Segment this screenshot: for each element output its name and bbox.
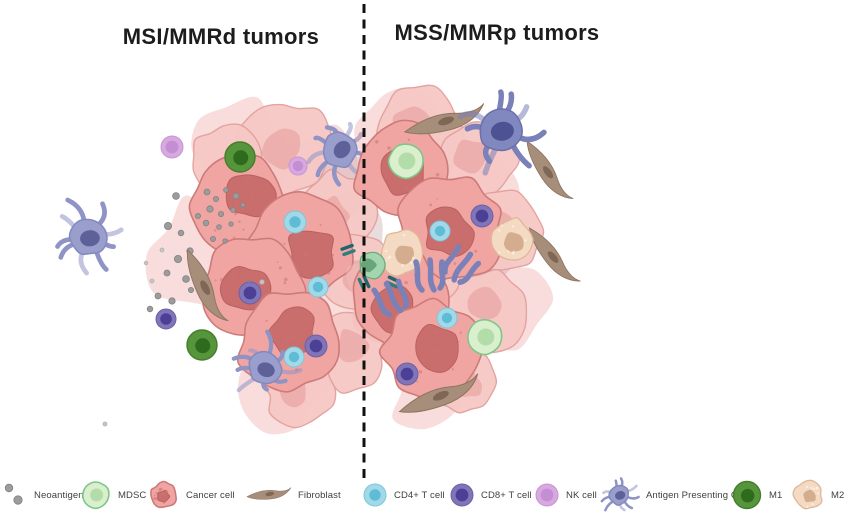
cd8-t-cell (304, 334, 328, 358)
neoantigen-dot (188, 287, 194, 293)
legend-label-cd8-t-cell: CD8+ T cell (481, 489, 532, 501)
neoantigen-dot (172, 192, 180, 200)
m2-macrophage (490, 217, 534, 261)
fibroblast (528, 227, 581, 282)
cancer-cell-icon (150, 480, 178, 509)
inhibitory-receptor (340, 243, 356, 257)
neoantigen-dot (182, 275, 190, 283)
m2-macrophage-icon (792, 479, 823, 510)
msi-panel-title: MSI/MMRd tumors (122, 24, 320, 49)
neoantigen-dot (259, 279, 265, 285)
legend-label-antigen-presenting-cell: Antigen Presenting Cell (646, 489, 748, 501)
cd4-t-cell (429, 220, 451, 242)
neoantigen-dot (143, 260, 149, 266)
neoantigen-dot (230, 207, 236, 213)
cd8-t-cell (395, 362, 419, 386)
legend-item-m1: M1 (731, 476, 782, 514)
neoantigen-dot (174, 255, 182, 263)
fibroblast (186, 248, 229, 322)
apc-dendrites (442, 244, 482, 285)
legend-label-cd4-t-cell: CD4+ T cell (394, 489, 445, 501)
cd8-t-cell (238, 281, 262, 305)
m1-macrophage-icon (732, 480, 762, 510)
neoantigen-dot (195, 213, 201, 219)
legend-item-cd4-t-cell: CD4+ T cell (362, 476, 445, 514)
cd4-t-cell-icon (363, 483, 387, 507)
nk-cell-icon (535, 483, 559, 507)
neoantigen-dot (222, 238, 228, 244)
cd8-t-cell (470, 204, 494, 228)
fibroblast (526, 140, 574, 199)
neoantigen-dot (213, 196, 219, 202)
legend-item-fibroblast: Fibroblast (246, 476, 341, 514)
neoantigen-dot (216, 224, 222, 230)
neoantigen-dot (206, 205, 214, 213)
neoantigen-dot (210, 236, 216, 242)
cd4-t-cell (283, 346, 305, 368)
neoantigen-dot (102, 421, 108, 427)
mss-panel-title: MSS/MMRp tumors (394, 20, 600, 45)
m1-macrophage (186, 329, 218, 361)
legend-item-antigen-presenting-cell: Antigen Presenting Cell (598, 476, 748, 514)
m2-macrophage (380, 228, 424, 277)
neoantigen-dot (223, 187, 229, 193)
cd8-t-cell (155, 308, 177, 330)
m1-macrophage (224, 141, 256, 173)
neoantigen-dot (159, 247, 165, 253)
legend-label-neoantigen: Neoantigen (34, 489, 84, 501)
neoantigen-dot (164, 222, 172, 230)
legend-item-m2: M2 (791, 476, 844, 514)
apc-dendrites (413, 257, 446, 293)
legend-label-m1: M1 (769, 489, 783, 501)
nk-cell (288, 156, 308, 176)
cd4-t-cell (307, 276, 329, 298)
neoantigen-dot (218, 211, 224, 217)
mdsc-cell (387, 143, 424, 180)
legend-item-nk-cell: NK cell (534, 476, 597, 514)
mss-tumor-panel (340, 84, 581, 430)
neoantigen-dot (163, 269, 171, 277)
legend-label-cancer-cell: Cancer cell (186, 489, 235, 501)
cd4-t-cell (436, 307, 458, 329)
legend: Neoantigen MDSC Cancer cell Fibroblast C… (0, 476, 850, 514)
neoantigen-dot (154, 292, 162, 300)
neoantigen-dot (228, 221, 234, 227)
legend-label-mdsc: MDSC (118, 489, 147, 501)
apc-dendrites (371, 278, 409, 318)
neoantigen-dot (177, 229, 185, 237)
cd4-t-cell (283, 210, 307, 234)
neoantigen-dot (240, 202, 246, 208)
legend-item-neoantigen: Neoantigen (2, 476, 84, 514)
legend-label-nk-cell: NK cell (566, 489, 597, 501)
legend-item-cancer-cell: Cancer cell (148, 476, 235, 514)
antigen-presenting-cell (55, 197, 124, 276)
neoantigen-dot (149, 278, 155, 284)
antigen-presenting-cell-icon (600, 477, 640, 512)
neoantigen-dot (203, 188, 211, 196)
mdsc-icon (81, 481, 110, 510)
antigen-presenting-cell (457, 89, 547, 176)
legend-label-fibroblast: Fibroblast (298, 489, 341, 501)
legend-item-cd8-t-cell: CD8+ T cell (449, 476, 532, 514)
mdsc-cell (467, 318, 503, 356)
antigen-presenting-cell (231, 329, 303, 393)
neoantigen-icon (4, 483, 23, 505)
msi-tumor-panel (55, 96, 400, 435)
fibroblast (398, 373, 479, 413)
cd8-t-cell-icon (450, 483, 474, 507)
neoantigen-dot (202, 219, 210, 227)
neoantigen-dot (232, 192, 240, 200)
fibroblast (403, 103, 485, 135)
legend-label-m2: M2 (831, 489, 845, 501)
legend-item-mdsc: MDSC (80, 476, 146, 514)
suppressed-t-cell (359, 251, 386, 280)
nk-cell (160, 135, 184, 159)
neoantigen-dot (168, 297, 176, 305)
fibroblast-icon (246, 487, 292, 500)
neoantigen-dot (146, 305, 154, 313)
